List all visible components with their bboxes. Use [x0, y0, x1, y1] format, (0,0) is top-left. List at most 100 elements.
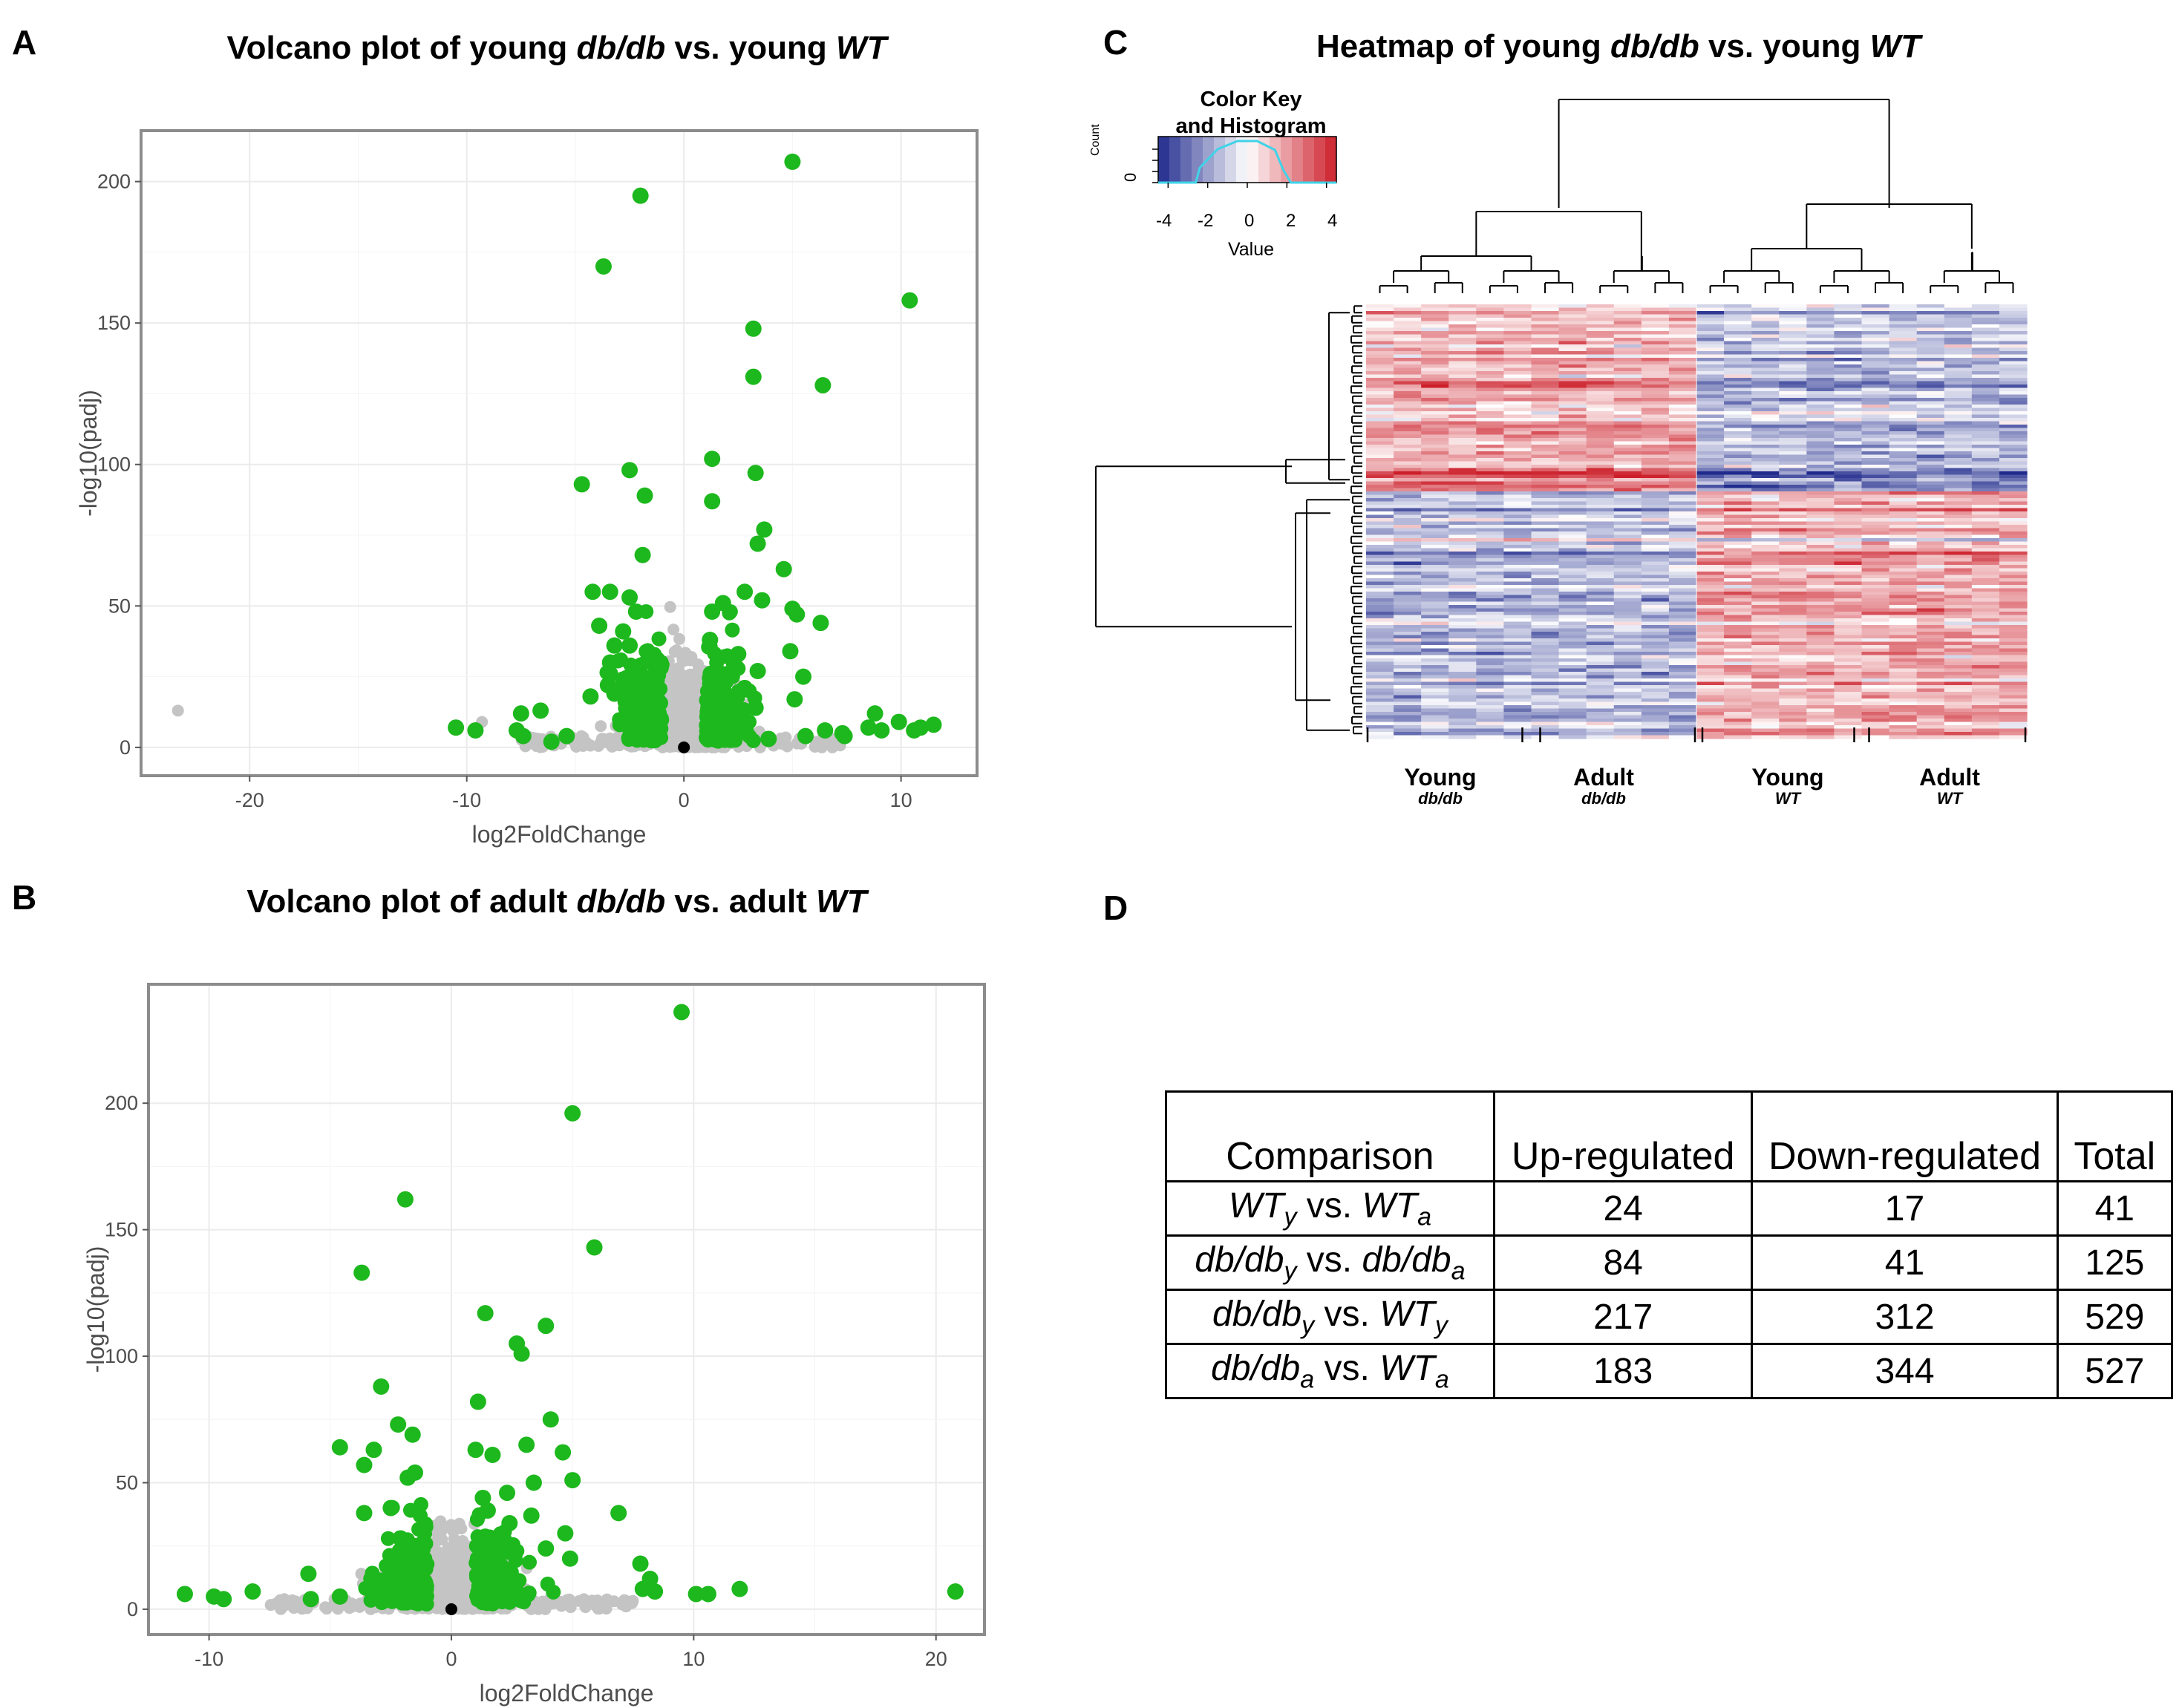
heatmap-cell — [1724, 334, 1752, 338]
heatmap-cell — [1751, 538, 1780, 543]
heatmap-cell — [1531, 324, 1560, 329]
significant-point — [331, 1588, 348, 1605]
heatmap-cell — [1889, 398, 1918, 402]
heatmap-cell — [1861, 548, 1890, 552]
heatmap-cell — [1724, 478, 1752, 482]
heatmap-cell — [1724, 331, 1752, 336]
significant-point — [634, 1580, 651, 1597]
heatmap-cell — [1476, 425, 1505, 429]
heatmap-cell — [1394, 338, 1422, 342]
heatmap-cell — [1751, 541, 1780, 546]
heatmap-cell — [1558, 521, 1587, 526]
heatmap-cell — [1751, 575, 1780, 579]
heatmap-cell — [1779, 327, 1807, 332]
heatmap-cell — [1889, 448, 1918, 452]
nonsignificant-point — [457, 1534, 469, 1547]
heatmap-cell — [1944, 514, 1973, 519]
heatmap-cell — [1999, 405, 2028, 409]
heatmap-cell — [1779, 541, 1807, 546]
heatmap-cell — [1503, 508, 1532, 512]
heatmap-cell — [1448, 531, 1477, 536]
heatmap-cell — [1779, 385, 1807, 389]
heatmap-cell — [1531, 578, 1560, 583]
heatmap-cell — [1448, 481, 1477, 485]
heatmap-cell — [1531, 414, 1560, 419]
heatmap-cell — [1558, 398, 1587, 402]
heatmap-cell — [1586, 518, 1615, 523]
heatmap-cell — [1944, 364, 1973, 369]
heatmap-cell — [1448, 552, 1477, 556]
heatmap-cell — [1448, 414, 1477, 419]
heatmap-cell — [1944, 465, 1973, 469]
heatmap-cell — [1586, 608, 1615, 612]
heatmap-cell — [1779, 458, 1807, 462]
heatmap-cell — [1916, 588, 1945, 592]
heatmap-cell — [1971, 635, 2000, 639]
heatmap-cell — [1503, 498, 1532, 503]
heatmap-cell — [1421, 632, 1449, 636]
heatmap-cell — [1779, 321, 1807, 325]
heatmap-cell — [1889, 461, 1918, 465]
heatmap-cell — [1394, 508, 1422, 512]
heatmap-cell — [1724, 385, 1752, 389]
heatmap-cell — [1971, 568, 2000, 572]
heatmap-cell — [1889, 538, 1918, 543]
significant-point — [564, 1472, 581, 1489]
heatmap-cell — [1421, 601, 1449, 606]
heatmap-cell — [1696, 545, 1725, 549]
heatmap-cell — [1503, 385, 1532, 389]
heatmap-cell — [1834, 334, 1863, 338]
heatmap-cell — [1696, 391, 1725, 396]
heatmap-cell — [1613, 545, 1642, 549]
heatmap-cell — [1751, 528, 1780, 532]
heatmap-cell — [1421, 448, 1449, 452]
heatmap-cell — [1916, 545, 1945, 549]
significant-point — [557, 1525, 574, 1542]
heatmap-cell — [1421, 511, 1449, 516]
heatmap-cell — [1503, 371, 1532, 376]
heatmap-cell — [1779, 585, 1807, 589]
heatmap-cell — [1641, 411, 1670, 416]
heatmap-cell — [1641, 581, 1670, 586]
heatmap-cell — [1531, 391, 1560, 396]
significant-point — [747, 699, 764, 716]
heatmap-cell — [1531, 314, 1560, 318]
heatmap-cell — [1999, 445, 2028, 449]
heatmap-cell — [1558, 581, 1587, 586]
heatmap-cell — [1668, 458, 1697, 462]
heatmap-cell — [1779, 485, 1807, 489]
heatmap-cell — [1586, 481, 1615, 485]
heatmap-cell — [1531, 552, 1560, 556]
heatmap-cell — [1394, 534, 1422, 539]
significant-point — [391, 1545, 406, 1560]
heatmap-cell — [1366, 344, 1394, 349]
significant-point — [331, 1439, 348, 1456]
heatmap-cell — [1806, 428, 1835, 432]
heatmap-cell — [1834, 371, 1863, 376]
heatmap-cell — [1421, 398, 1449, 402]
nonsignificant-point — [691, 678, 704, 691]
heatmap-cell — [1861, 581, 1890, 586]
heatmap-cell — [1889, 451, 1918, 456]
heatmap-cell — [1394, 615, 1422, 619]
heatmap-cell — [1503, 598, 1532, 603]
heatmap-cell — [1421, 385, 1449, 389]
heatmap-cell — [1861, 615, 1890, 619]
heatmap-cell — [1861, 491, 1890, 496]
heatmap-cell — [1696, 601, 1725, 606]
nonsignificant-point — [564, 1601, 577, 1614]
significant-point — [525, 1474, 542, 1491]
heatmap-cell — [1668, 621, 1697, 626]
heatmap-cell — [1834, 581, 1863, 586]
heatmap-cell — [1613, 525, 1642, 529]
heatmap-cell — [1696, 418, 1725, 422]
heatmap-cell — [1834, 434, 1863, 439]
heatmap-cell — [1531, 458, 1560, 462]
heatmap-cell — [1448, 518, 1477, 523]
heatmap-cell — [1751, 331, 1780, 336]
heatmap-cell — [1834, 387, 1863, 392]
heatmap-cell — [1613, 612, 1642, 616]
heatmap-cell — [1834, 411, 1863, 416]
heatmap-cell — [1889, 612, 1918, 616]
heatmap-cell — [1641, 441, 1670, 445]
